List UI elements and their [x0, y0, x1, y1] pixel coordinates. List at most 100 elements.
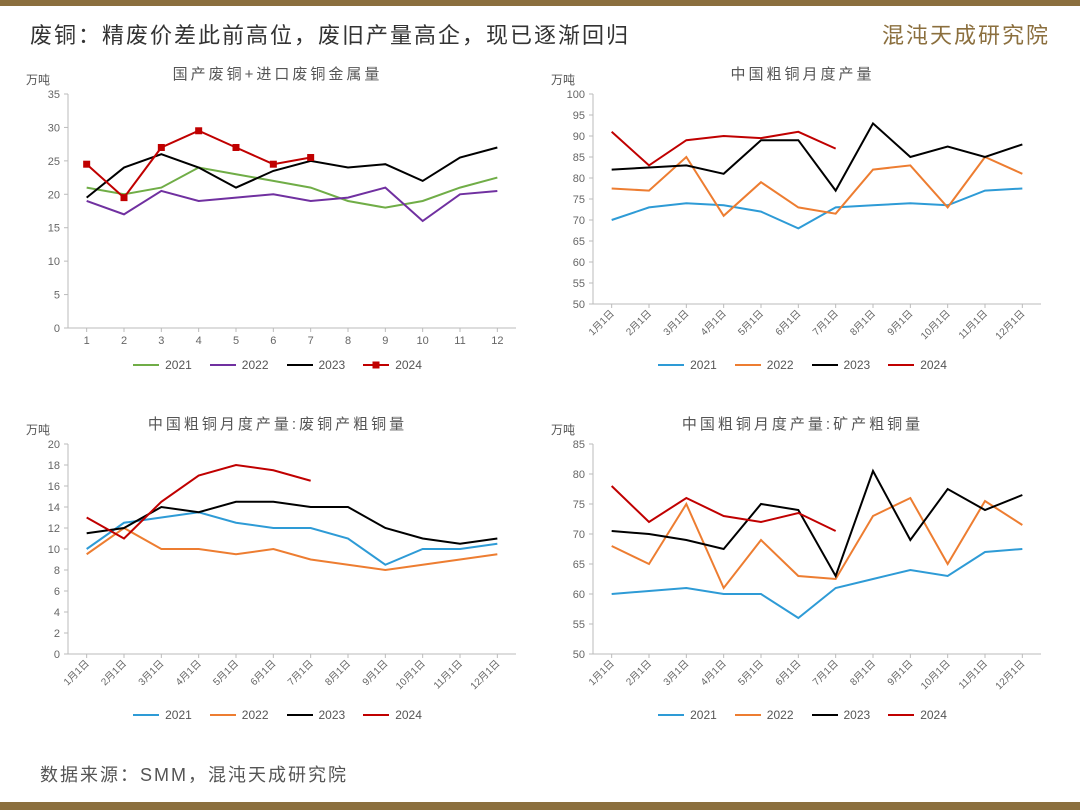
svg-text:2月1日: 2月1日	[99, 658, 129, 688]
ylabel: 万吨	[26, 421, 50, 438]
svg-text:12: 12	[48, 523, 60, 535]
svg-text:3: 3	[158, 335, 164, 347]
svg-text:12: 12	[491, 335, 503, 347]
legend-item: 2023	[287, 358, 346, 372]
legend: 2021202220232024	[20, 708, 535, 722]
svg-text:9月1日: 9月1日	[360, 658, 390, 688]
svg-text:6月1日: 6月1日	[248, 658, 278, 688]
svg-text:30: 30	[48, 122, 60, 134]
svg-text:1月1日: 1月1日	[61, 658, 91, 688]
svg-text:65: 65	[573, 559, 585, 571]
svg-text:5: 5	[54, 290, 60, 302]
chart-title: 中国粗铜月度产量:废铜产粗铜量	[20, 413, 535, 434]
svg-text:16: 16	[48, 481, 60, 493]
svg-text:35: 35	[48, 89, 60, 101]
chart-svg: 05101520253035123456789101112	[20, 86, 530, 356]
svg-text:85: 85	[573, 439, 585, 451]
svg-text:6月1日: 6月1日	[773, 658, 803, 688]
svg-text:20: 20	[48, 189, 60, 201]
svg-text:15: 15	[48, 223, 60, 235]
svg-text:2: 2	[121, 335, 127, 347]
svg-text:7月1日: 7月1日	[285, 658, 315, 688]
ylabel: 万吨	[551, 421, 575, 438]
legend-item: 2023	[812, 708, 871, 722]
legend-item: 2021	[133, 708, 192, 722]
legend-item: 2022	[735, 708, 794, 722]
svg-text:7月1日: 7月1日	[810, 308, 840, 338]
svg-text:12月1日: 12月1日	[468, 658, 502, 692]
svg-text:50: 50	[573, 299, 585, 311]
legend-item: 2021	[658, 708, 717, 722]
svg-text:8: 8	[345, 335, 351, 347]
legend-item: 2022	[735, 358, 794, 372]
svg-text:10月1日: 10月1日	[393, 658, 427, 692]
chart-title: 中国粗铜月度产量:矿产粗铜量	[545, 413, 1060, 434]
svg-text:3月1日: 3月1日	[661, 308, 691, 338]
svg-text:9月1日: 9月1日	[885, 658, 915, 688]
svg-text:11月1日: 11月1日	[431, 658, 465, 692]
svg-text:4月1日: 4月1日	[173, 658, 203, 688]
svg-text:5: 5	[233, 335, 239, 347]
legend-item: 2024	[363, 708, 422, 722]
svg-text:75: 75	[573, 194, 585, 206]
svg-text:1月1日: 1月1日	[586, 308, 616, 338]
chart-svg: 024681012141618201月1日2月1日3月1日4月1日5月1日6月1…	[20, 436, 530, 706]
chart-top-left: 万吨 国产废铜+进口废铜金属量 051015202530351234567891…	[20, 63, 535, 403]
svg-text:5月1日: 5月1日	[736, 658, 766, 688]
svg-text:12月1日: 12月1日	[993, 658, 1027, 692]
svg-text:18: 18	[48, 460, 60, 472]
charts-grid: 万吨 国产废铜+进口废铜金属量 051015202530351234567891…	[0, 58, 1080, 753]
legend-item: 2022	[210, 358, 269, 372]
svg-text:8月1日: 8月1日	[848, 658, 878, 688]
svg-text:10月1日: 10月1日	[918, 308, 952, 342]
chart-bottom-left: 万吨 中国粗铜月度产量:废铜产粗铜量 024681012141618201月1日…	[20, 413, 535, 753]
legend-item: 2021	[658, 358, 717, 372]
data-source: 数据来源：SMM，混沌天成研究院	[0, 753, 1080, 795]
chart-svg: 50556065707580851月1日2月1日3月1日4月1日5月1日6月1日…	[545, 436, 1055, 706]
svg-text:70: 70	[573, 215, 585, 227]
ylabel: 万吨	[26, 71, 50, 88]
svg-text:20: 20	[48, 439, 60, 451]
svg-text:4: 4	[196, 335, 202, 347]
svg-text:14: 14	[48, 502, 60, 514]
svg-text:65: 65	[573, 236, 585, 248]
svg-text:2月1日: 2月1日	[624, 308, 654, 338]
svg-text:80: 80	[573, 173, 585, 185]
svg-text:25: 25	[48, 156, 60, 168]
svg-text:6: 6	[54, 586, 60, 598]
svg-text:55: 55	[573, 619, 585, 631]
svg-text:90: 90	[573, 131, 585, 143]
svg-text:2: 2	[54, 628, 60, 640]
svg-text:0: 0	[54, 649, 60, 661]
svg-text:3月1日: 3月1日	[136, 658, 166, 688]
chart-svg: 505560657075808590951001月1日2月1日3月1日4月1日5…	[545, 86, 1055, 356]
svg-text:8月1日: 8月1日	[323, 658, 353, 688]
svg-text:100: 100	[567, 89, 585, 101]
svg-text:10: 10	[417, 335, 429, 347]
legend-item: 2021	[133, 358, 192, 372]
svg-text:11月1日: 11月1日	[956, 658, 990, 692]
svg-text:3月1日: 3月1日	[661, 658, 691, 688]
svg-text:50: 50	[573, 649, 585, 661]
svg-text:2月1日: 2月1日	[624, 658, 654, 688]
logo: 混沌天成研究院	[882, 18, 1050, 50]
svg-text:70: 70	[573, 529, 585, 541]
svg-text:11: 11	[454, 335, 465, 347]
svg-text:60: 60	[573, 257, 585, 269]
legend: 2021202220232024	[20, 358, 535, 372]
svg-text:4: 4	[54, 607, 60, 619]
svg-text:4月1日: 4月1日	[698, 308, 728, 338]
header: 废铜：精废价差此前高位，废旧产量高企，现已逐渐回归 混沌天成研究院	[0, 6, 1080, 58]
svg-text:75: 75	[573, 499, 585, 511]
svg-text:9月1日: 9月1日	[885, 308, 915, 338]
svg-text:95: 95	[573, 110, 585, 122]
svg-text:8: 8	[54, 565, 60, 577]
legend: 2021 2022 2023 2024	[545, 358, 1060, 372]
svg-text:6月1日: 6月1日	[773, 308, 803, 338]
chart-title: 国产废铜+进口废铜金属量	[20, 63, 535, 84]
legend-item: 2023	[812, 358, 871, 372]
chart-title: 中国粗铜月度产量	[545, 63, 1060, 84]
legend-item: 2024	[888, 358, 947, 372]
svg-text:12月1日: 12月1日	[993, 308, 1027, 342]
legend-item: 2024	[888, 708, 947, 722]
